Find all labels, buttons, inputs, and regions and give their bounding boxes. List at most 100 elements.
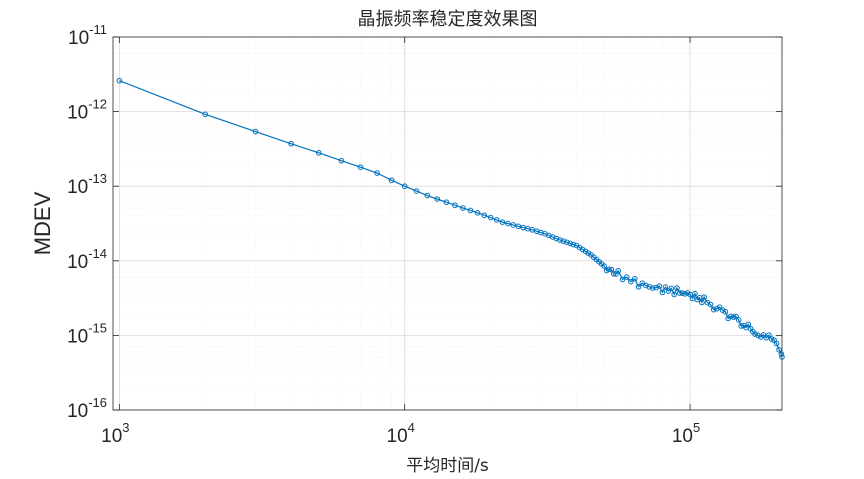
data-point: [202, 111, 209, 118]
data-point: [316, 150, 322, 156]
data-point: [679, 290, 686, 296]
series: [116, 77, 785, 360]
data-point: [481, 212, 488, 219]
data-point: [606, 266, 612, 273]
data-point: [601, 263, 607, 269]
data-point: [728, 313, 734, 320]
data-point: [434, 196, 441, 202]
data-point: [649, 285, 656, 291]
data-point: [682, 291, 688, 297]
y-tick-exponent: -13: [88, 171, 107, 186]
data-point: [659, 289, 666, 296]
y-tick-exponent: -14: [88, 246, 107, 261]
data-point: [752, 331, 758, 337]
data-point: [722, 308, 729, 315]
data-point: [460, 205, 466, 211]
data-point: [619, 276, 626, 283]
data-point: [755, 332, 761, 339]
data-point: [701, 294, 707, 300]
data-point: [668, 285, 675, 292]
data-point: [116, 77, 123, 84]
data-point: [567, 240, 573, 247]
data-point: [401, 183, 408, 189]
data-point: [738, 323, 744, 329]
data-point: [778, 351, 785, 357]
y-tick-label: 10-12: [67, 97, 107, 124]
data-point: [713, 305, 720, 312]
y-tick-base: 10: [68, 28, 89, 49]
x-tick-label: 105: [672, 420, 700, 447]
y-axis-label: MDEV: [30, 191, 55, 255]
chart-title: 晶振频率稳定度效果图: [358, 9, 538, 30]
y-tick-base: 10: [67, 401, 88, 422]
data-point: [710, 306, 717, 313]
data-point: [388, 177, 395, 184]
grid: [113, 36, 782, 411]
data-point: [656, 283, 663, 289]
data-point: [719, 307, 726, 313]
data-point: [692, 290, 698, 297]
data-point: [676, 290, 683, 296]
plot-area: [113, 37, 782, 410]
data-point: [252, 128, 259, 135]
data-point: [766, 332, 772, 338]
y-tick-label: 10-15: [67, 320, 107, 347]
data-point: [716, 304, 723, 310]
data-point: [452, 202, 458, 209]
x-tick-base: 10: [387, 426, 408, 447]
data-point: [487, 214, 494, 221]
y-tick-label: 10-13: [67, 171, 107, 198]
y-tick-base: 10: [67, 103, 88, 124]
data-point: [631, 275, 638, 282]
data-point: [699, 299, 705, 306]
y-tick-base: 10: [67, 252, 88, 273]
y-tick-exponent: -11: [89, 22, 107, 37]
data-point: [424, 192, 431, 199]
data-point: [560, 238, 567, 244]
data-point: [493, 217, 500, 223]
data-point: [773, 340, 780, 347]
data-point: [735, 317, 742, 323]
x-tick-label: 104: [387, 420, 415, 447]
data-point: [515, 223, 522, 230]
data-point: [338, 157, 345, 164]
x-tick-base: 10: [672, 426, 693, 447]
data-point: [570, 241, 577, 248]
y-tick-exponent: -16: [88, 395, 107, 410]
data-point: [646, 284, 653, 290]
data-point: [288, 141, 294, 147]
y-tick-label: 10-11: [68, 22, 107, 49]
plot-frame: [112, 36, 783, 411]
data-point: [505, 220, 511, 227]
data-point: [653, 284, 659, 291]
data-point: [623, 274, 630, 280]
data-point: [635, 283, 642, 290]
data-point: [643, 282, 649, 289]
data-point: [467, 207, 474, 214]
x-tick-label: 103: [101, 420, 129, 447]
data-point: [745, 321, 752, 328]
data-point: [374, 170, 380, 176]
data-point: [730, 314, 737, 320]
data-point: [557, 237, 563, 243]
y-tick-label: 10-16: [67, 395, 107, 422]
x-tick-exponent: 3: [122, 420, 129, 435]
y-tick-base: 10: [67, 177, 88, 198]
data-point: [499, 219, 506, 225]
data-point: [443, 199, 450, 206]
x-tick-exponent: 4: [408, 420, 415, 435]
x-tick-exponent: 5: [693, 420, 700, 435]
data-point: [474, 210, 481, 216]
data-point: [776, 346, 782, 353]
labels: 晶振频率稳定度效果图 平均时间/s MDEV: [30, 9, 538, 476]
y-tick-exponent: -15: [88, 320, 107, 335]
data-point: [671, 291, 678, 298]
data-point: [707, 301, 714, 308]
data-point: [628, 278, 634, 285]
y-tick-label: 10-14: [67, 246, 107, 273]
data-point: [564, 239, 570, 246]
data-point: [608, 266, 615, 273]
data-point: [510, 222, 517, 228]
